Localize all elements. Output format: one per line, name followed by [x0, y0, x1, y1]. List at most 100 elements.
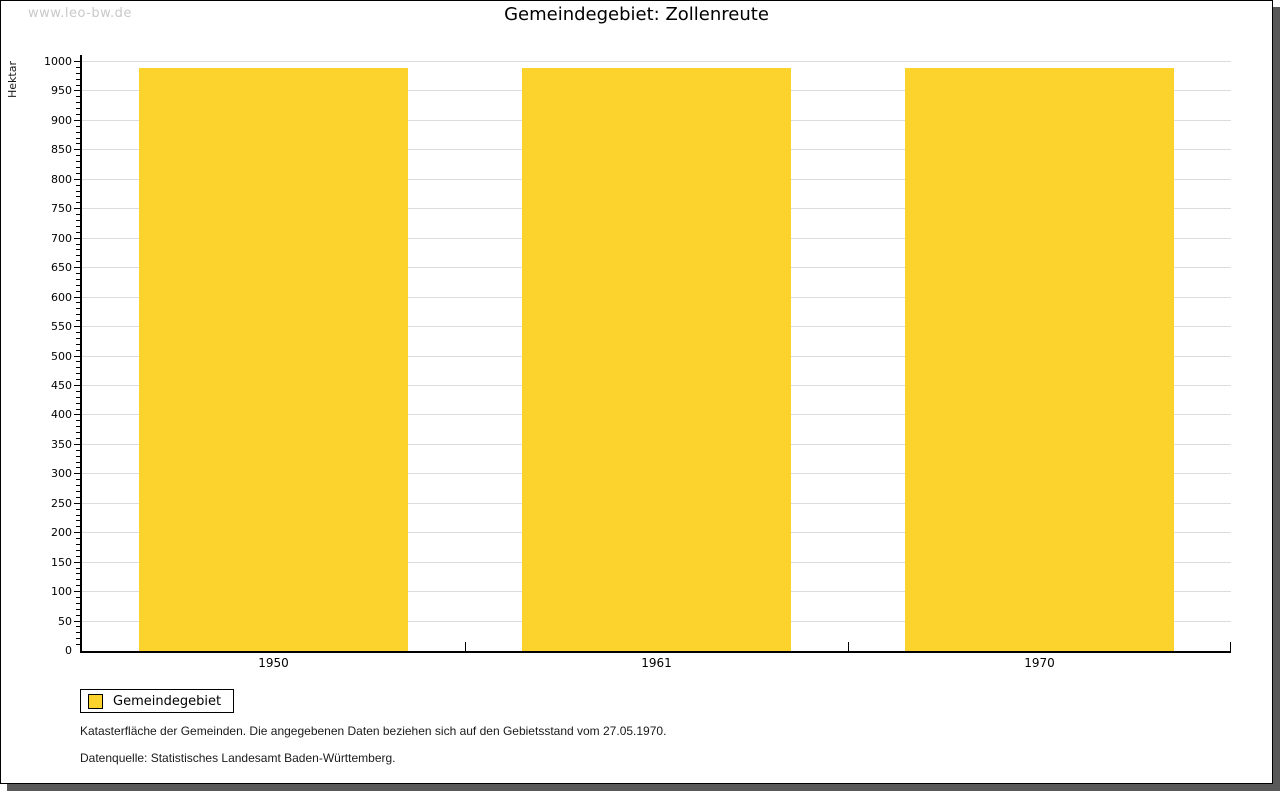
y-axis-minor-tick — [76, 390, 80, 392]
y-axis-major-tick — [74, 414, 80, 416]
y-axis-minor-tick — [76, 202, 80, 204]
y-axis-major-tick — [74, 620, 80, 622]
y-axis-minor-tick — [76, 243, 80, 245]
y-axis-minor-tick — [76, 337, 80, 339]
y-tick-label: 500 — [51, 349, 72, 363]
y-axis-major-tick — [74, 502, 80, 504]
y-axis-major-tick — [74, 561, 80, 563]
y-axis-minor-tick — [76, 78, 80, 80]
x-axis-boundary-tick — [848, 642, 849, 651]
y-axis-minor-tick — [76, 290, 80, 292]
y-axis-minor-tick — [76, 644, 80, 646]
y-axis-minor-tick — [76, 632, 80, 634]
y-axis-major-tick — [74, 208, 80, 210]
x-category-label: 1961 — [641, 656, 672, 670]
y-axis-minor-tick — [76, 549, 80, 551]
y-axis-major-tick — [74, 119, 80, 121]
y-axis-major-tick — [74, 267, 80, 269]
y-axis-minor-tick — [76, 508, 80, 510]
bar — [905, 67, 1174, 651]
x-category-label: 1970 — [1024, 656, 1055, 670]
y-axis-minor-tick — [76, 220, 80, 222]
y-axis-minor-tick — [76, 331, 80, 333]
y-axis-major-tick — [74, 443, 80, 445]
y-axis-major-tick — [74, 61, 80, 62]
y-axis-major-tick — [74, 296, 80, 298]
y-axis-minor-tick — [76, 555, 80, 557]
watermark: www.leo-bw.de — [28, 6, 132, 21]
y-tick-label: 1000 — [44, 55, 72, 68]
y-axis-minor-tick — [76, 84, 80, 86]
y-axis-minor-tick — [76, 402, 80, 404]
plot-area: 0 50 100 150 200 250 300 350 400 450 500 550 600 650 7… — [44, 55, 1231, 670]
y-axis-major-tick — [74, 473, 80, 475]
y-axis-major-tick — [74, 326, 80, 328]
y-axis-minor-tick — [76, 143, 80, 145]
y-axis-minor-tick — [76, 526, 80, 528]
y-axis-minor-tick — [76, 231, 80, 233]
y-axis-minor-tick — [76, 396, 80, 398]
y-axis-minor-tick — [76, 614, 80, 616]
y-axis-minor-tick — [76, 214, 80, 216]
y-axis-major-tick — [74, 355, 80, 357]
y-tick-label: 300 — [51, 467, 72, 481]
y-axis-minor-tick — [76, 520, 80, 522]
y-axis-minor-tick — [76, 485, 80, 487]
bar — [139, 67, 408, 651]
y-axis-minor-tick — [76, 538, 80, 540]
y-axis-major-tick — [74, 237, 80, 239]
y-axis-minor-tick — [76, 573, 80, 575]
y-axis-major-tick — [74, 384, 80, 386]
y-axis-minor-tick — [76, 137, 80, 139]
y-axis-minor-tick — [76, 602, 80, 604]
y-axis-minor-tick — [76, 579, 80, 581]
y-tick-label: 850 — [51, 143, 72, 157]
y-axis-minor-tick — [76, 596, 80, 598]
y-axis-minor-tick — [76, 455, 80, 457]
y-axis-minor-tick — [76, 72, 80, 74]
y-axis-minor-tick — [76, 172, 80, 174]
y-axis-minor-tick — [76, 249, 80, 251]
y-axis-label: Hektar — [6, 61, 19, 98]
y-axis-minor-tick — [76, 608, 80, 610]
y-tick-label: 800 — [51, 172, 72, 186]
y-axis-major-tick — [74, 149, 80, 151]
y-axis-minor-tick — [76, 155, 80, 157]
y-axis-major-tick — [74, 591, 80, 593]
y-axis-minor-tick — [76, 102, 80, 104]
y-tick-label: 150 — [51, 555, 72, 569]
y-axis-minor-tick — [76, 420, 80, 422]
y-axis-minor-tick — [76, 314, 80, 316]
y-axis-minor-tick — [76, 467, 80, 469]
y-axis-minor-tick — [76, 479, 80, 481]
y-axis-minor-tick — [76, 408, 80, 410]
y-axis-minor-tick — [76, 161, 80, 163]
y-axis-minor-tick — [76, 567, 80, 569]
y-axis-major-tick — [74, 532, 80, 534]
y-axis-minor-tick — [76, 114, 80, 115]
y-axis-minor-tick — [76, 367, 80, 369]
y-axis-minor-tick — [76, 255, 80, 257]
x-axis-line — [80, 651, 1231, 653]
y-axis-minor-tick — [76, 225, 80, 227]
y-axis-minor-tick — [76, 426, 80, 428]
y-axis-minor-tick — [76, 449, 80, 451]
y-tick-label: 0 — [65, 644, 72, 657]
y-axis-minor-tick — [76, 490, 80, 492]
footnote: Katasterfläche der Gemeinden. Die angege… — [80, 724, 667, 738]
y-tick-label: 950 — [51, 84, 72, 98]
y-axis-minor-tick — [76, 184, 80, 186]
y-axis-minor-tick — [76, 167, 80, 169]
y-axis-minor-tick — [76, 261, 80, 263]
x-category-label: 1950 — [258, 656, 289, 670]
y-axis-minor-tick — [76, 343, 80, 345]
y-tick-label: 650 — [51, 261, 72, 275]
x-axis-end-tick — [1230, 642, 1231, 651]
y-axis-minor-tick — [76, 496, 80, 498]
x-axis-boundary-tick — [465, 642, 466, 651]
gridline — [82, 61, 1231, 62]
y-axis-minor-tick — [76, 125, 80, 127]
y-axis-minor-tick — [76, 361, 80, 363]
y-axis-minor-tick — [76, 514, 80, 516]
